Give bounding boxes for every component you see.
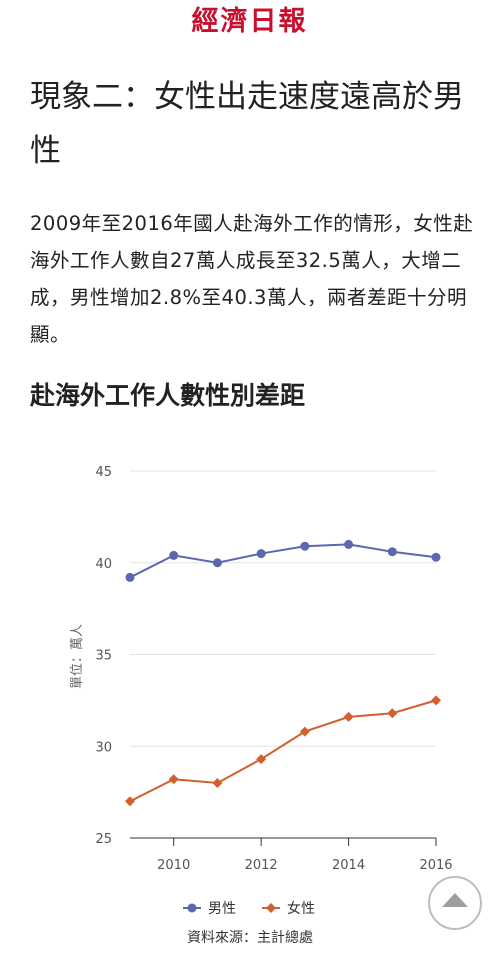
chart-heading: 赴海外工作人數性別差距	[30, 381, 306, 410]
data-point	[212, 558, 222, 568]
data-point	[344, 539, 354, 549]
legend-marker	[187, 903, 197, 913]
y-tick-label: 30	[95, 740, 112, 755]
series-line-1	[129, 543, 437, 579]
legend-label: 男性	[208, 901, 236, 917]
data-point	[256, 549, 266, 559]
data-point	[299, 726, 310, 737]
data-point	[343, 711, 354, 722]
data-point	[431, 552, 441, 562]
x-tick-label: 2010	[157, 858, 190, 873]
legend-marker	[266, 903, 276, 913]
data-point	[168, 774, 179, 785]
x-tick-label: 2012	[245, 858, 278, 873]
series-line-2	[129, 699, 437, 803]
data-point	[169, 550, 179, 560]
article-body: 2009年至2016年國人赴海外工作的情形，女性赴海外工作人數自27萬人成長至3…	[30, 212, 474, 346]
y-tick-label: 45	[95, 465, 112, 480]
y-axis-title: 單位：萬人	[70, 624, 85, 689]
x-tick-label: 2014	[332, 858, 365, 873]
x-tick-label: 2016	[419, 858, 452, 873]
chart-source: 資料來源：主計總處	[187, 929, 313, 946]
data-point	[387, 708, 398, 719]
legend-label: 女性	[287, 900, 315, 917]
chevron-up-icon	[442, 893, 468, 907]
data-point	[256, 754, 267, 765]
data-point	[212, 777, 223, 788]
data-point	[125, 796, 135, 807]
y-tick-label: 40	[95, 557, 112, 572]
masthead-logo[interactable]: 經濟日報	[191, 6, 308, 37]
article-headline: 現象二：女性出走速度遠高於男性	[30, 79, 464, 169]
y-tick-label: 35	[95, 649, 112, 664]
scroll-to-top-button[interactable]	[428, 876, 482, 930]
data-point	[125, 572, 135, 582]
data-point	[431, 695, 441, 706]
y-tick-label: 25	[95, 832, 112, 847]
data-point	[387, 547, 397, 557]
data-point	[300, 541, 310, 551]
